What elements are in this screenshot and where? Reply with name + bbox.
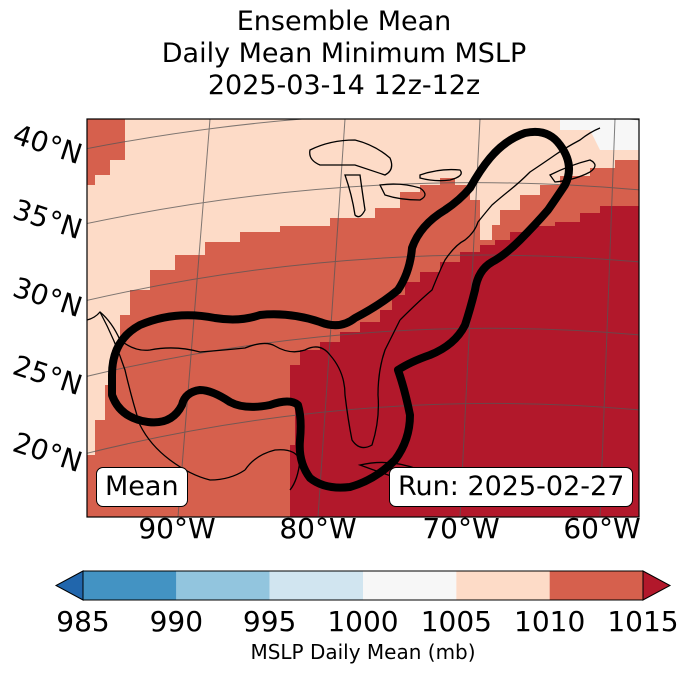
title-line-2: Daily Mean Minimum MSLP [161, 38, 527, 69]
lon-label-90w: 90°W [138, 512, 216, 545]
lon-label-60w: 60°W [563, 512, 641, 545]
mean-label-box: Mean [96, 467, 188, 507]
field-1000-1005 [560, 119, 639, 150]
colorbar-tick-1000: 1000 [327, 605, 399, 638]
run-date-box: Run: 2025-02-27 [389, 467, 634, 507]
lon-label-70w: 70°W [422, 512, 500, 545]
map-frame [86, 118, 640, 518]
title-line-1: Ensemble Mean [236, 6, 452, 37]
colorbar-tick-1005: 1005 [420, 605, 492, 638]
colorbar-tick-1010: 1010 [514, 605, 586, 638]
title-line-3: 2025-03-14 12z-12z [207, 70, 481, 101]
colorbar-tick-990: 990 [149, 605, 204, 638]
field-1015-plus [290, 206, 639, 517]
colorbar-title: MSLP Daily Mean (mb) [250, 640, 476, 664]
colorbar-tick-985: 985 [56, 605, 110, 638]
colorbar-tick-995: 995 [242, 605, 297, 638]
colorbar-tick-1015: 1015 [607, 605, 679, 638]
lon-label-80w: 80°W [279, 512, 357, 545]
field-1010-west-strip [87, 119, 125, 185]
min-mslp-contour [108, 127, 573, 492]
